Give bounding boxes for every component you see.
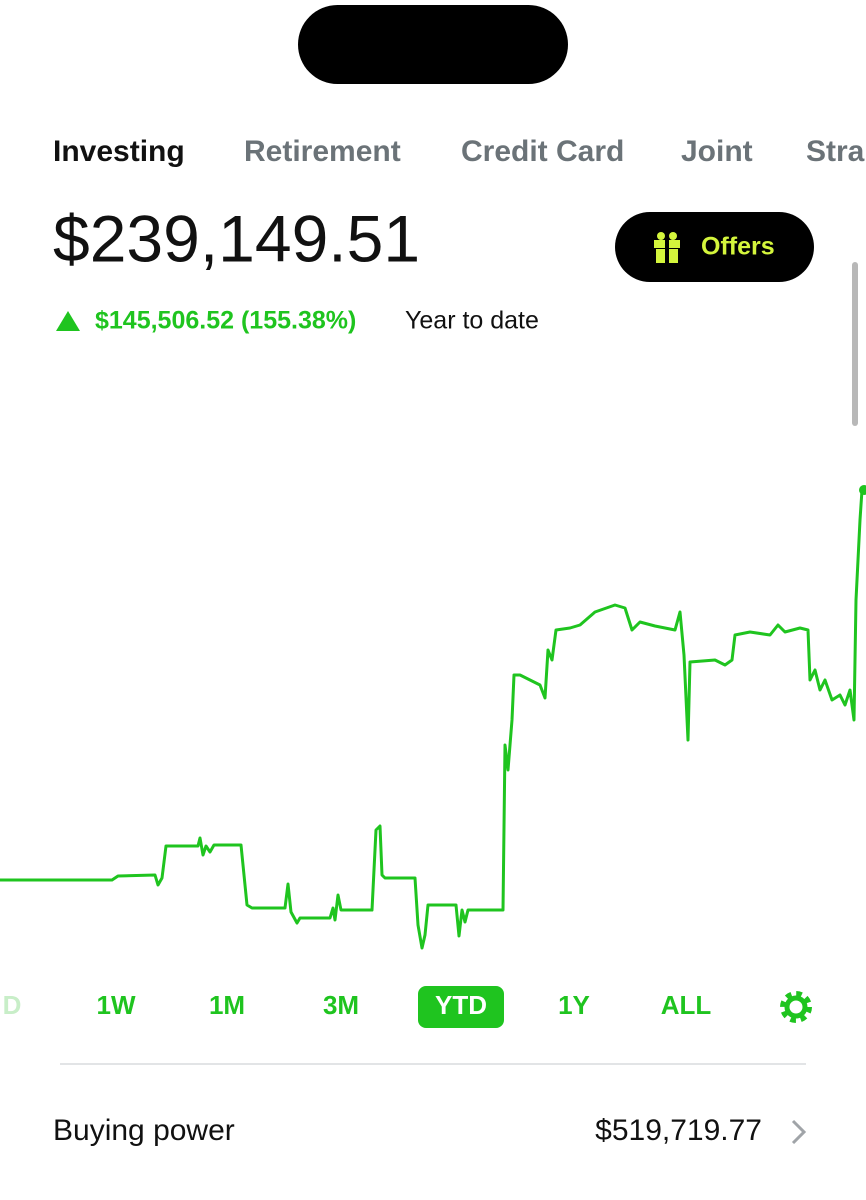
range-button[interactable]: D bbox=[3, 990, 22, 1020]
range-button[interactable]: 1M bbox=[209, 990, 245, 1020]
change-period: Year to date bbox=[405, 307, 539, 335]
scrollbar bbox=[852, 262, 858, 426]
range-button[interactable]: 3M bbox=[323, 990, 359, 1020]
chevron[interactable] bbox=[791, 1119, 807, 1145]
balance: $239,149.51 bbox=[53, 201, 420, 275]
range-selected[interactable] bbox=[418, 986, 504, 1028]
range-button[interactable]: ALL bbox=[661, 990, 712, 1020]
portfolio-line bbox=[0, 489, 864, 950]
tab[interactable]: Retirement bbox=[244, 135, 401, 168]
buying-power-label[interactable]: Buying power bbox=[53, 1114, 235, 1147]
current-point bbox=[859, 485, 866, 495]
tab[interactable]: Investing bbox=[53, 135, 185, 168]
buying-power-value[interactable]: $519,719.77 bbox=[595, 1114, 762, 1147]
tab[interactable]: Credit Card bbox=[461, 135, 624, 168]
tab[interactable]: Joint bbox=[681, 135, 753, 168]
offers-button[interactable] bbox=[615, 212, 814, 282]
range-button[interactable]: YTD bbox=[435, 990, 487, 1020]
gift-icon bbox=[654, 232, 680, 263]
range-button[interactable]: 1Y bbox=[558, 990, 590, 1020]
up-arrow bbox=[56, 311, 80, 331]
range-button[interactable]: 1W bbox=[97, 990, 136, 1020]
change-amount: $145,506.52 (155.38%) bbox=[95, 307, 356, 335]
settings-icon[interactable] bbox=[780, 991, 812, 1023]
offers-label[interactable]: Offers bbox=[701, 233, 775, 261]
tab[interactable]: Stra bbox=[806, 135, 865, 168]
dynamic-island bbox=[298, 5, 568, 84]
